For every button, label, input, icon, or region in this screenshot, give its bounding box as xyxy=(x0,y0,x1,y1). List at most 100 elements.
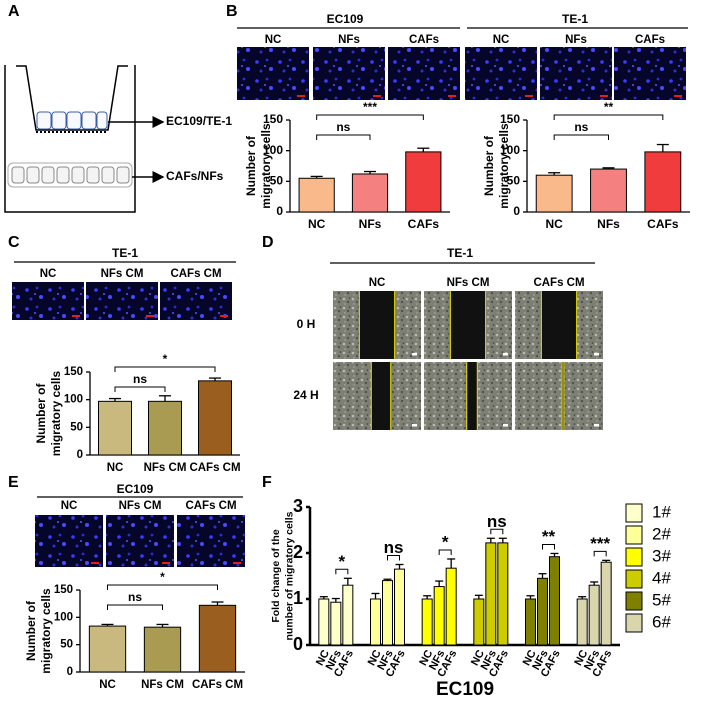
legend-swatch xyxy=(625,613,643,633)
scale-bar xyxy=(91,562,99,564)
bar xyxy=(330,601,342,646)
legend-swatch xyxy=(625,547,643,567)
legend-label: 5# xyxy=(652,590,671,609)
cell xyxy=(36,111,52,130)
bar xyxy=(198,604,237,673)
bar xyxy=(98,400,132,456)
bar xyxy=(318,598,330,646)
significance-label: ns xyxy=(336,120,350,134)
bar xyxy=(351,173,389,213)
scale-bar xyxy=(600,95,608,97)
y-tick-label: 0 xyxy=(67,666,73,678)
micrograph xyxy=(160,282,232,320)
bar xyxy=(421,598,433,646)
x-tick-label: CAFs xyxy=(647,217,679,231)
scale-bar xyxy=(162,562,170,564)
y-tick-label: 100 xyxy=(263,143,283,157)
cell xyxy=(81,111,97,130)
panel-label: F xyxy=(262,474,272,491)
scale-bar xyxy=(233,562,241,564)
bar xyxy=(445,567,457,646)
significance-bracket xyxy=(387,555,400,561)
y-tick-label: 0 xyxy=(77,449,83,461)
scale-bar xyxy=(448,95,456,97)
bar xyxy=(342,584,354,646)
bar xyxy=(382,580,393,646)
image-title: EC109 xyxy=(117,482,154,496)
bar xyxy=(590,168,627,213)
bar xyxy=(537,577,548,646)
micrograph xyxy=(35,515,103,567)
bar xyxy=(525,598,536,646)
legend-swatch xyxy=(625,569,643,589)
scale-bar xyxy=(297,95,305,97)
y-tick-label: 0 xyxy=(513,204,520,218)
cell xyxy=(51,111,67,130)
scale-bar xyxy=(525,95,533,97)
x-tick-label: NFs xyxy=(597,217,620,231)
significance-bracket xyxy=(316,114,424,120)
significance-bracket xyxy=(438,549,452,555)
wound-gap xyxy=(359,291,395,359)
significance-label: * xyxy=(339,552,346,571)
fibroblasts xyxy=(11,166,130,184)
bar xyxy=(644,151,682,213)
x-tick-label: NFs CM xyxy=(144,462,187,474)
column-label: NC xyxy=(61,500,78,512)
bar xyxy=(497,542,509,646)
micrograph xyxy=(465,47,537,100)
well xyxy=(4,65,136,213)
micrograph xyxy=(614,47,686,100)
significance-label: *** xyxy=(590,534,610,553)
significance-label: ns xyxy=(574,120,588,134)
x-tick-label: CAFs CM xyxy=(192,679,243,691)
bar xyxy=(549,556,560,646)
panel-label: D xyxy=(262,234,274,251)
significance-label: ns xyxy=(133,372,147,386)
image-title: EC109 xyxy=(327,12,364,26)
wound-gap xyxy=(466,362,478,430)
legend-label: 3# xyxy=(652,546,671,565)
legend-label: 4# xyxy=(652,568,671,587)
y-tick-label: 1 xyxy=(293,588,303,608)
x-tick-label: CAFs xyxy=(408,217,440,231)
x-tick-label: NC xyxy=(107,462,124,474)
well-label: CAFs/NFs xyxy=(166,169,224,183)
scale-bar xyxy=(220,315,228,317)
micrograph xyxy=(177,515,245,567)
significance-label: ns xyxy=(128,590,142,604)
column-label: NFs CM xyxy=(119,500,162,512)
micrograph xyxy=(106,515,174,567)
significance-label: ns xyxy=(487,512,507,531)
micrograph xyxy=(388,47,460,100)
bar xyxy=(576,598,588,646)
significance-bracket xyxy=(593,550,607,557)
y-tick-label: 2 xyxy=(293,542,303,562)
y-tick-label: 100 xyxy=(64,394,83,406)
significance-bracket xyxy=(107,584,218,590)
image-title: TE-1 xyxy=(112,246,138,260)
scale-bar xyxy=(503,353,508,356)
significance-label: ** xyxy=(542,527,556,546)
column-label: NC xyxy=(265,34,282,46)
y-tick-label: 0 xyxy=(293,634,303,654)
wound-gap xyxy=(371,362,391,430)
x-tick-label: NC xyxy=(308,217,326,231)
y-tick-label: 150 xyxy=(500,112,520,126)
bar xyxy=(588,584,600,646)
cell xyxy=(96,111,108,130)
scale-bar xyxy=(594,353,599,356)
x-tick-label: CAFs CM xyxy=(189,462,240,474)
y-tick-label: 150 xyxy=(263,112,283,126)
y-axis-label: number of migratory cells xyxy=(283,511,295,640)
y-axis-label: migratory cells xyxy=(39,588,53,674)
scale-bar xyxy=(412,424,417,427)
significance-bracket xyxy=(553,114,664,120)
wound-gap xyxy=(562,362,564,430)
y-axis-label: Fold change of the xyxy=(270,529,282,622)
significance-label: * xyxy=(160,570,165,584)
scale-bar xyxy=(146,315,154,317)
significance-bracket xyxy=(542,543,555,550)
row-label: 24 H xyxy=(293,388,318,402)
